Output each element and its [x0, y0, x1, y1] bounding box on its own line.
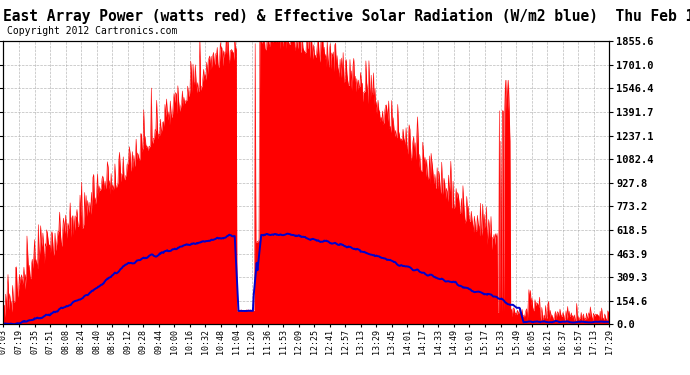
- Text: Copyright 2012 Cartronics.com: Copyright 2012 Cartronics.com: [7, 26, 177, 36]
- Text: East Array Power (watts red) & Effective Solar Radiation (W/m2 blue)  Thu Feb 16: East Array Power (watts red) & Effective…: [3, 8, 690, 24]
